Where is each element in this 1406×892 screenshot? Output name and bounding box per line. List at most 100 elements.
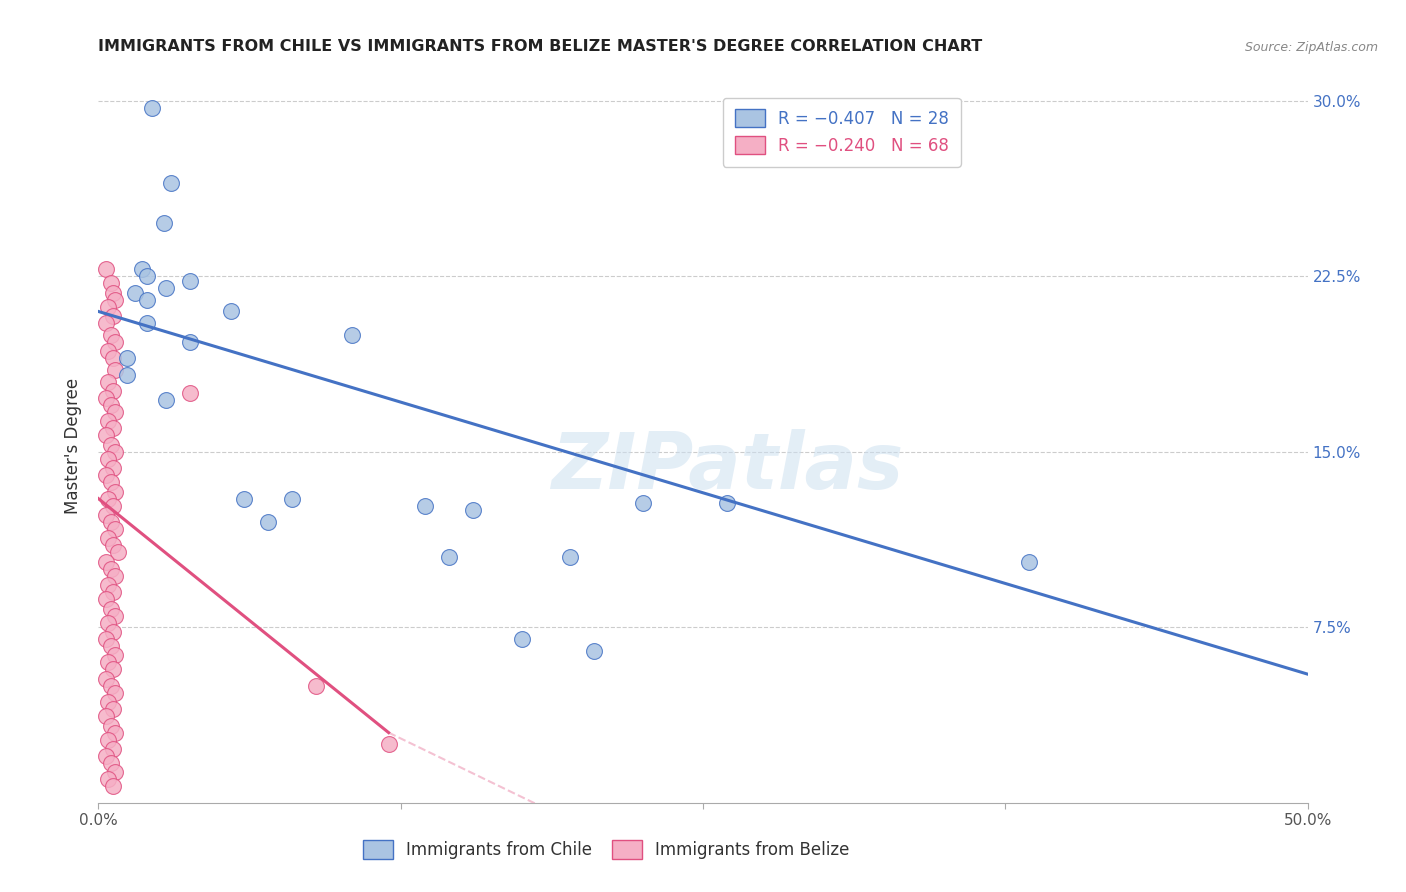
Point: [179, 334, 201, 349]
Point: [97, 375, 120, 389]
Point: [94, 592, 117, 607]
Point: [100, 277, 122, 291]
Point: [100, 327, 122, 342]
Point: [104, 445, 127, 459]
Point: [716, 496, 738, 510]
Point: [97, 772, 120, 787]
Point: [117, 368, 139, 382]
Point: [100, 718, 122, 732]
Point: [135, 316, 157, 330]
Point: [104, 648, 127, 663]
Point: [101, 421, 124, 435]
Point: [107, 545, 129, 559]
Point: [117, 351, 139, 366]
Point: [124, 285, 146, 300]
Point: [583, 644, 606, 658]
Point: [256, 515, 278, 529]
Point: [104, 293, 127, 307]
Point: [97, 732, 120, 747]
Point: [94, 428, 117, 442]
Point: [100, 679, 122, 693]
Point: [100, 475, 122, 490]
Point: [155, 281, 177, 295]
Point: [135, 269, 157, 284]
Point: [97, 451, 120, 466]
Point: [100, 639, 122, 653]
Point: [101, 702, 124, 716]
Point: [437, 550, 460, 565]
Point: [104, 725, 127, 739]
Point: [94, 508, 117, 522]
Point: [305, 679, 328, 693]
Point: [94, 316, 117, 330]
Point: [631, 496, 654, 510]
Point: [104, 569, 127, 583]
Point: [281, 491, 304, 506]
Point: [94, 672, 117, 686]
Point: [141, 101, 163, 115]
Point: [101, 662, 124, 676]
Point: [104, 363, 127, 377]
Point: [179, 274, 201, 288]
Text: IMMIGRANTS FROM CHILE VS IMMIGRANTS FROM BELIZE MASTER'S DEGREE CORRELATION CHAR: IMMIGRANTS FROM CHILE VS IMMIGRANTS FROM…: [98, 38, 983, 54]
Point: [155, 393, 177, 408]
Point: [160, 176, 183, 190]
Point: [100, 601, 122, 615]
Text: Source: ZipAtlas.com: Source: ZipAtlas.com: [1244, 40, 1378, 54]
Point: [101, 499, 124, 513]
Point: [101, 585, 124, 599]
Point: [100, 562, 122, 576]
Point: [100, 438, 122, 452]
Point: [104, 765, 127, 780]
Point: [104, 484, 127, 499]
Point: [100, 756, 122, 770]
Point: [94, 632, 117, 646]
Point: [97, 656, 120, 670]
Point: [510, 632, 533, 646]
Point: [101, 285, 124, 300]
Point: [104, 686, 127, 700]
Point: [377, 737, 399, 751]
Point: [101, 538, 124, 552]
Legend: Immigrants from Chile, Immigrants from Belize: Immigrants from Chile, Immigrants from B…: [356, 834, 856, 866]
Point: [101, 351, 124, 366]
Point: [94, 262, 117, 277]
Point: [104, 405, 127, 419]
Y-axis label: Master's Degree: Master's Degree: [65, 378, 83, 514]
Point: [97, 491, 120, 506]
Point: [97, 300, 120, 314]
Point: [101, 309, 124, 323]
Point: [97, 695, 120, 709]
Point: [94, 749, 117, 764]
Point: [342, 327, 364, 342]
Point: [94, 391, 117, 405]
Point: [101, 461, 124, 475]
Point: [94, 555, 117, 569]
Point: [94, 468, 117, 483]
Point: [101, 384, 124, 398]
Point: [558, 550, 581, 565]
Point: [1018, 555, 1040, 569]
Point: [232, 491, 254, 506]
Point: [97, 414, 120, 428]
Point: [152, 216, 174, 230]
Point: [100, 398, 122, 412]
Point: [97, 532, 120, 546]
Text: ZIPatlas: ZIPatlas: [551, 429, 903, 506]
Point: [135, 293, 157, 307]
Point: [101, 780, 124, 794]
Point: [101, 625, 124, 640]
Point: [104, 334, 127, 349]
Point: [104, 522, 127, 536]
Point: [97, 578, 120, 592]
Point: [221, 304, 243, 318]
Point: [179, 386, 201, 401]
Point: [101, 742, 124, 756]
Point: [131, 262, 153, 277]
Point: [413, 499, 436, 513]
Point: [94, 709, 117, 723]
Point: [100, 515, 122, 529]
Point: [97, 344, 120, 359]
Point: [463, 503, 485, 517]
Point: [104, 608, 127, 623]
